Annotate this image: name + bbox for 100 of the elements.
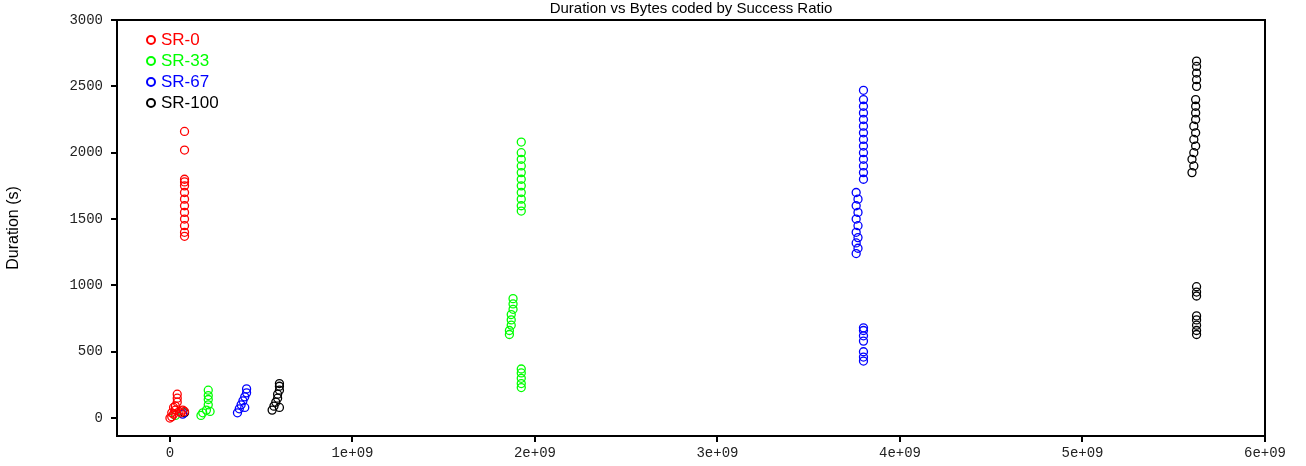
point	[269, 401, 279, 411]
point	[1191, 329, 1202, 340]
y-tick-label: 1000	[69, 277, 103, 294]
point	[516, 378, 526, 389]
point	[179, 181, 190, 191]
point	[1191, 68, 1202, 78]
point	[858, 347, 869, 357]
y-tick-label: 2000	[69, 144, 103, 161]
legend-label: SR-67	[161, 71, 210, 91]
point	[179, 126, 190, 137]
point	[238, 396, 248, 406]
point	[172, 393, 182, 403]
x-tick-label: 4e+09	[878, 445, 921, 462]
legend-label: SR-100	[161, 92, 219, 112]
point	[858, 161, 869, 171]
point	[851, 227, 861, 237]
point	[504, 325, 515, 336]
point	[516, 161, 526, 171]
point	[203, 394, 213, 405]
point	[516, 187, 526, 198]
point	[506, 309, 516, 320]
y-tick-label: 500	[77, 343, 103, 360]
point	[1191, 291, 1202, 301]
point	[272, 389, 283, 399]
point	[240, 402, 250, 413]
point	[272, 393, 283, 403]
legend-label: SR-33	[161, 50, 210, 70]
point	[179, 145, 190, 155]
point	[858, 128, 869, 138]
point	[1191, 61, 1202, 72]
point	[516, 201, 526, 211]
point	[858, 134, 869, 145]
x-tick-label: 3e+09	[696, 445, 739, 462]
legend-label: SR-0	[161, 29, 200, 49]
point	[858, 336, 869, 346]
point	[1191, 81, 1202, 91]
point	[858, 114, 869, 125]
point	[851, 248, 861, 259]
point	[201, 405, 212, 415]
point	[1191, 311, 1202, 321]
point	[1191, 141, 1201, 151]
point	[179, 221, 190, 231]
point	[205, 406, 215, 417]
point	[858, 94, 869, 105]
point	[1191, 108, 1201, 118]
point	[516, 382, 526, 393]
point	[234, 404, 244, 414]
point	[516, 137, 526, 147]
point	[858, 167, 869, 178]
point	[274, 385, 285, 395]
point	[516, 373, 526, 383]
point	[858, 154, 869, 164]
point	[516, 364, 526, 374]
point	[858, 121, 869, 131]
point	[1191, 325, 1202, 336]
point	[1191, 94, 1201, 105]
point	[1189, 134, 1199, 145]
y-axis-title: Duration (s)	[4, 186, 22, 270]
point	[267, 405, 277, 415]
point	[1191, 287, 1202, 297]
point	[179, 194, 190, 204]
point	[851, 238, 861, 248]
point	[1187, 167, 1197, 178]
point	[236, 400, 246, 410]
point	[504, 329, 515, 340]
point	[516, 206, 526, 216]
point	[172, 397, 182, 407]
point	[241, 384, 252, 394]
point	[516, 181, 526, 191]
point	[179, 207, 190, 218]
point	[203, 400, 213, 410]
point	[1191, 320, 1202, 330]
point	[179, 187, 190, 198]
point	[508, 304, 518, 314]
point	[1191, 114, 1201, 125]
point	[858, 108, 869, 118]
point	[858, 331, 869, 341]
x-tick-label: 0	[165, 445, 175, 462]
point	[203, 385, 213, 395]
point	[172, 389, 182, 399]
point	[1191, 128, 1201, 138]
point	[853, 194, 863, 204]
point	[516, 154, 526, 164]
point	[1191, 101, 1201, 111]
point	[858, 174, 869, 184]
x-tick-label: 5e+09	[1061, 445, 1104, 462]
point	[516, 174, 526, 184]
point	[853, 243, 863, 253]
point	[853, 207, 863, 218]
point	[851, 201, 861, 211]
point	[1189, 121, 1199, 131]
point	[1189, 148, 1199, 158]
point	[858, 85, 869, 95]
point	[851, 214, 861, 224]
point	[232, 408, 243, 418]
point	[203, 390, 213, 401]
point	[508, 294, 518, 304]
point	[179, 214, 190, 224]
point	[179, 227, 190, 237]
point	[1189, 161, 1199, 171]
